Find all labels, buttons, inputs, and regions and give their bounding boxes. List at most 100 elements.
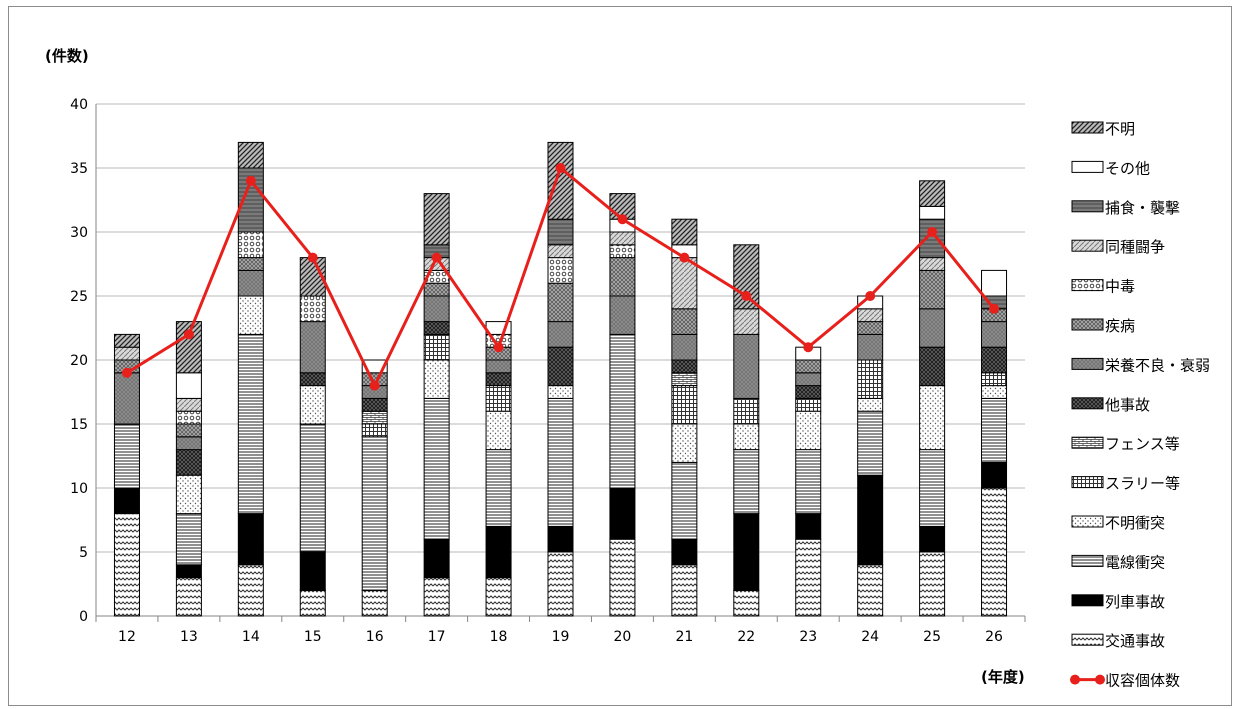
legend-label: 栄養不良・衰弱 — [1105, 356, 1210, 374]
line-point — [369, 380, 380, 391]
bar-segment — [981, 372, 1008, 387]
line-point — [803, 342, 814, 353]
bar-segment — [795, 449, 822, 515]
legend-swatch — [1071, 121, 1104, 134]
bar-segment — [733, 449, 760, 515]
legend-label: 他事故 — [1105, 396, 1150, 414]
bar-segment — [423, 321, 450, 335]
bar-segment — [175, 372, 202, 399]
x-tick-label: 19 — [552, 629, 570, 645]
y-axis-title: (件数) — [45, 47, 89, 65]
legend-swatch — [1071, 239, 1104, 252]
bar-segment — [795, 397, 822, 412]
bar-segment — [299, 551, 326, 591]
bar-segment — [485, 410, 512, 451]
bar-segment — [175, 321, 202, 374]
bar-segment — [547, 551, 574, 617]
bar-segment — [237, 564, 264, 617]
bar-segment — [547, 141, 574, 220]
bar-segment — [237, 231, 264, 259]
line-point — [989, 303, 1000, 314]
x-axis-title: (年度) — [981, 668, 1025, 686]
bar-segment — [857, 321, 884, 335]
bar-segment — [795, 385, 822, 399]
legend-swatch — [1071, 397, 1104, 410]
line-point — [865, 291, 876, 301]
legend-label: 不明衝突 — [1105, 514, 1165, 532]
bar-segment — [857, 333, 884, 361]
bar-segment — [795, 538, 822, 617]
x-tick-label: 24 — [861, 629, 879, 645]
bars — [113, 141, 1008, 617]
bar-segment — [485, 525, 512, 579]
y-tick-label: 30 — [70, 225, 88, 241]
legend-swatch — [1071, 594, 1104, 607]
legend-line-marker — [1070, 674, 1080, 685]
bar-segment — [795, 410, 822, 451]
bar-segment — [113, 372, 140, 425]
bar-segment — [981, 487, 1008, 617]
bar-segment — [981, 321, 1008, 348]
legend-label: 中毒 — [1105, 278, 1135, 296]
bar-segment — [609, 538, 636, 617]
bar-segment — [919, 346, 946, 387]
bar-segment — [795, 513, 822, 540]
x-tick-label: 15 — [304, 629, 322, 645]
bar-segment — [423, 193, 450, 246]
bar-segment — [919, 269, 946, 310]
bar-segment — [299, 385, 326, 425]
bar-segment — [857, 308, 884, 323]
legend-swatch — [1071, 476, 1104, 489]
y-tick-label: 0 — [79, 609, 88, 625]
bar-segment — [671, 372, 698, 387]
bar-segment — [237, 513, 264, 566]
bar-segment — [547, 282, 574, 323]
bar-segment — [113, 346, 140, 361]
bar-segment — [609, 231, 636, 246]
legend-label: 収容個体数 — [1105, 672, 1180, 690]
bar-segment — [423, 538, 450, 579]
legend-swatch — [1071, 436, 1104, 449]
bar-segment — [113, 333, 140, 348]
bar-segment — [671, 461, 698, 540]
x-tick-label: 17 — [428, 629, 446, 645]
bar-segment — [733, 513, 760, 591]
bar-segment — [919, 308, 946, 348]
bar-segment — [299, 589, 326, 617]
bar-segment — [919, 551, 946, 617]
bar-segment — [671, 333, 698, 361]
bar-segment — [671, 308, 698, 335]
bar-segment — [671, 257, 698, 310]
bar-segment — [113, 423, 140, 489]
bar-segment — [733, 397, 760, 425]
bar-segment — [423, 577, 450, 617]
bar-segment — [547, 218, 574, 246]
bar-segment — [299, 295, 326, 323]
bar-segment — [671, 385, 698, 425]
bar-segment — [547, 244, 574, 259]
legend: 不明その他捕食・襲撃同種闘争中毒疾病栄養不良・衰弱他事故フェンス等スラリー等不明… — [1070, 120, 1210, 690]
bar-segment — [671, 423, 698, 463]
bar-segment — [919, 385, 946, 451]
y-tick-label: 20 — [70, 353, 88, 369]
x-tick-label: 26 — [985, 629, 1003, 645]
bar-segment — [609, 295, 636, 335]
bar-segment — [175, 577, 202, 617]
line-point — [927, 227, 938, 237]
x-tick-label: 18 — [490, 629, 508, 645]
legend-label: フェンス等 — [1105, 435, 1180, 453]
bar-segment — [733, 423, 760, 451]
bar-segment — [237, 257, 264, 271]
bar-segment — [857, 474, 884, 566]
line-series — [121, 163, 1000, 391]
bar-segment — [175, 474, 202, 515]
legend-label: 不明 — [1105, 120, 1135, 138]
legend-swatch — [1071, 554, 1104, 567]
legend-label: 疾病 — [1105, 317, 1135, 335]
line-point — [121, 367, 132, 378]
bar-segment — [609, 257, 636, 297]
bar-segment — [981, 346, 1008, 374]
x-tick-label: 23 — [799, 629, 817, 645]
bar-segment — [175, 436, 202, 451]
bar-segment — [547, 257, 574, 284]
